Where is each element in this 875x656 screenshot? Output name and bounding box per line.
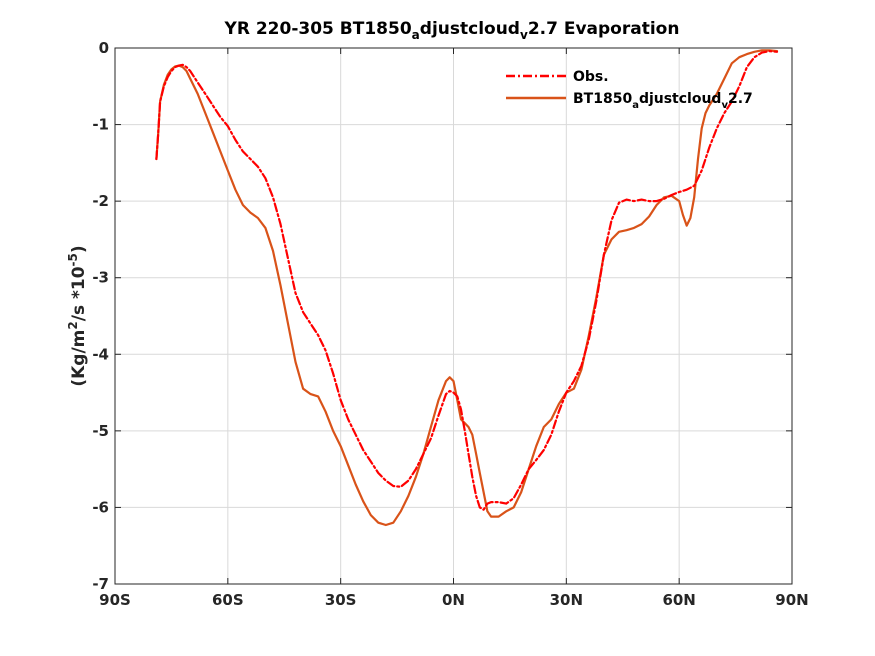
y-tick-label: -7 — [92, 575, 109, 593]
y-tick-label: -2 — [92, 192, 109, 210]
x-tick-label: 30N — [550, 591, 583, 609]
legend: Obs. BT1850adjustcloudv2.7 — [506, 69, 753, 111]
series-layer — [155, 49, 779, 527]
legend-obs-label: Obs. — [573, 69, 609, 85]
tick-layer: 90S 60S 30S 0N 30N 60N 90N 0 -1 -2 -3 -4 -5 -6 -7 — [92, 39, 808, 609]
y-tick-label: -3 — [92, 269, 109, 287]
chart-title: YR 220-305 BT1850adjustcloudv2.7 Evapora… — [224, 19, 680, 42]
x-tick-label: 90S — [99, 591, 131, 609]
grid-layer — [115, 48, 792, 584]
legend-model-label: BT1850adjustcloudv2.7 — [573, 91, 753, 111]
y-tick-label: -1 — [92, 116, 109, 134]
series-obs-line — [155, 49, 779, 511]
x-tick-label: 60N — [662, 591, 695, 609]
series-model-line — [155, 49, 779, 527]
y-axis-label: (Kg/m2/s *10-5) — [66, 245, 89, 386]
x-tick-label: 60S — [212, 591, 244, 609]
y-tick-label: -4 — [92, 345, 109, 363]
x-tick-label: 0N — [442, 591, 465, 609]
x-tick-label: 90N — [775, 591, 808, 609]
y-tick-label: -5 — [92, 422, 109, 440]
y-tick-label: 0 — [99, 39, 109, 57]
x-tick-label: 30S — [325, 591, 357, 609]
y-tick-label: -6 — [92, 498, 109, 516]
